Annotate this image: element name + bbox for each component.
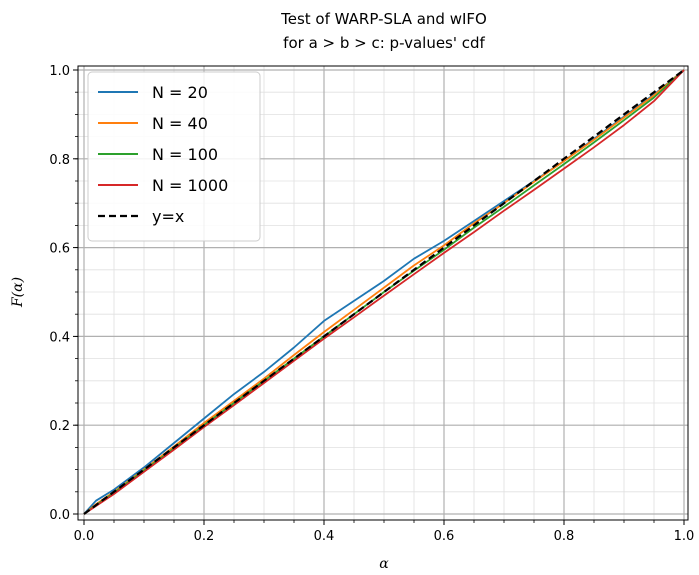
legend-label: N = 100	[152, 145, 218, 164]
y-tick-label: 1.0	[49, 64, 70, 79]
y-tick-label: 0.4	[49, 330, 70, 345]
chart-title-line-2: for a > b > c: p-values' cdf	[283, 34, 485, 52]
axis-ticks: 0.0 0.2 0.4 0.6 0.8 1.0 0.0 0.2 0.4 0.6 0.8 1.0	[49, 64, 694, 544]
y-axis-label: F(α)	[10, 277, 26, 308]
chart-title: Test of WARP-SLA and wIFO for a > b > c:…	[280, 10, 487, 52]
legend-label: y=x	[152, 207, 184, 226]
x-tick-label: 0.6	[434, 529, 455, 544]
plot-series	[83, 69, 685, 515]
x-axis-label: α	[379, 556, 389, 572]
legend-label: N = 40	[152, 114, 208, 133]
legend: N = 20 N = 40 N = 100 N = 1000 y=x	[87, 71, 261, 242]
legend-label: N = 20	[152, 83, 208, 102]
chart-title-line-1: Test of WARP-SLA and wIFO	[280, 10, 487, 28]
y-tick-label: 0.6	[49, 242, 70, 257]
x-tick-label: 1.0	[674, 529, 695, 544]
series-line-3	[83, 69, 685, 515]
series-line-4	[83, 69, 685, 515]
x-tick-label: 0.4	[314, 529, 335, 544]
x-tick-label: 0.2	[194, 529, 215, 544]
plot-frame	[77, 65, 689, 521]
x-tick-label: 0.0	[74, 529, 95, 544]
y-tick-label: 0.0	[49, 508, 70, 523]
x-tick-label: 0.8	[554, 529, 575, 544]
grid	[78, 66, 688, 520]
legend-box	[87, 71, 261, 242]
legend-label: N = 1000	[152, 176, 228, 195]
y-tick-label: 0.2	[49, 419, 70, 434]
y-tick-label: 0.8	[49, 153, 70, 168]
